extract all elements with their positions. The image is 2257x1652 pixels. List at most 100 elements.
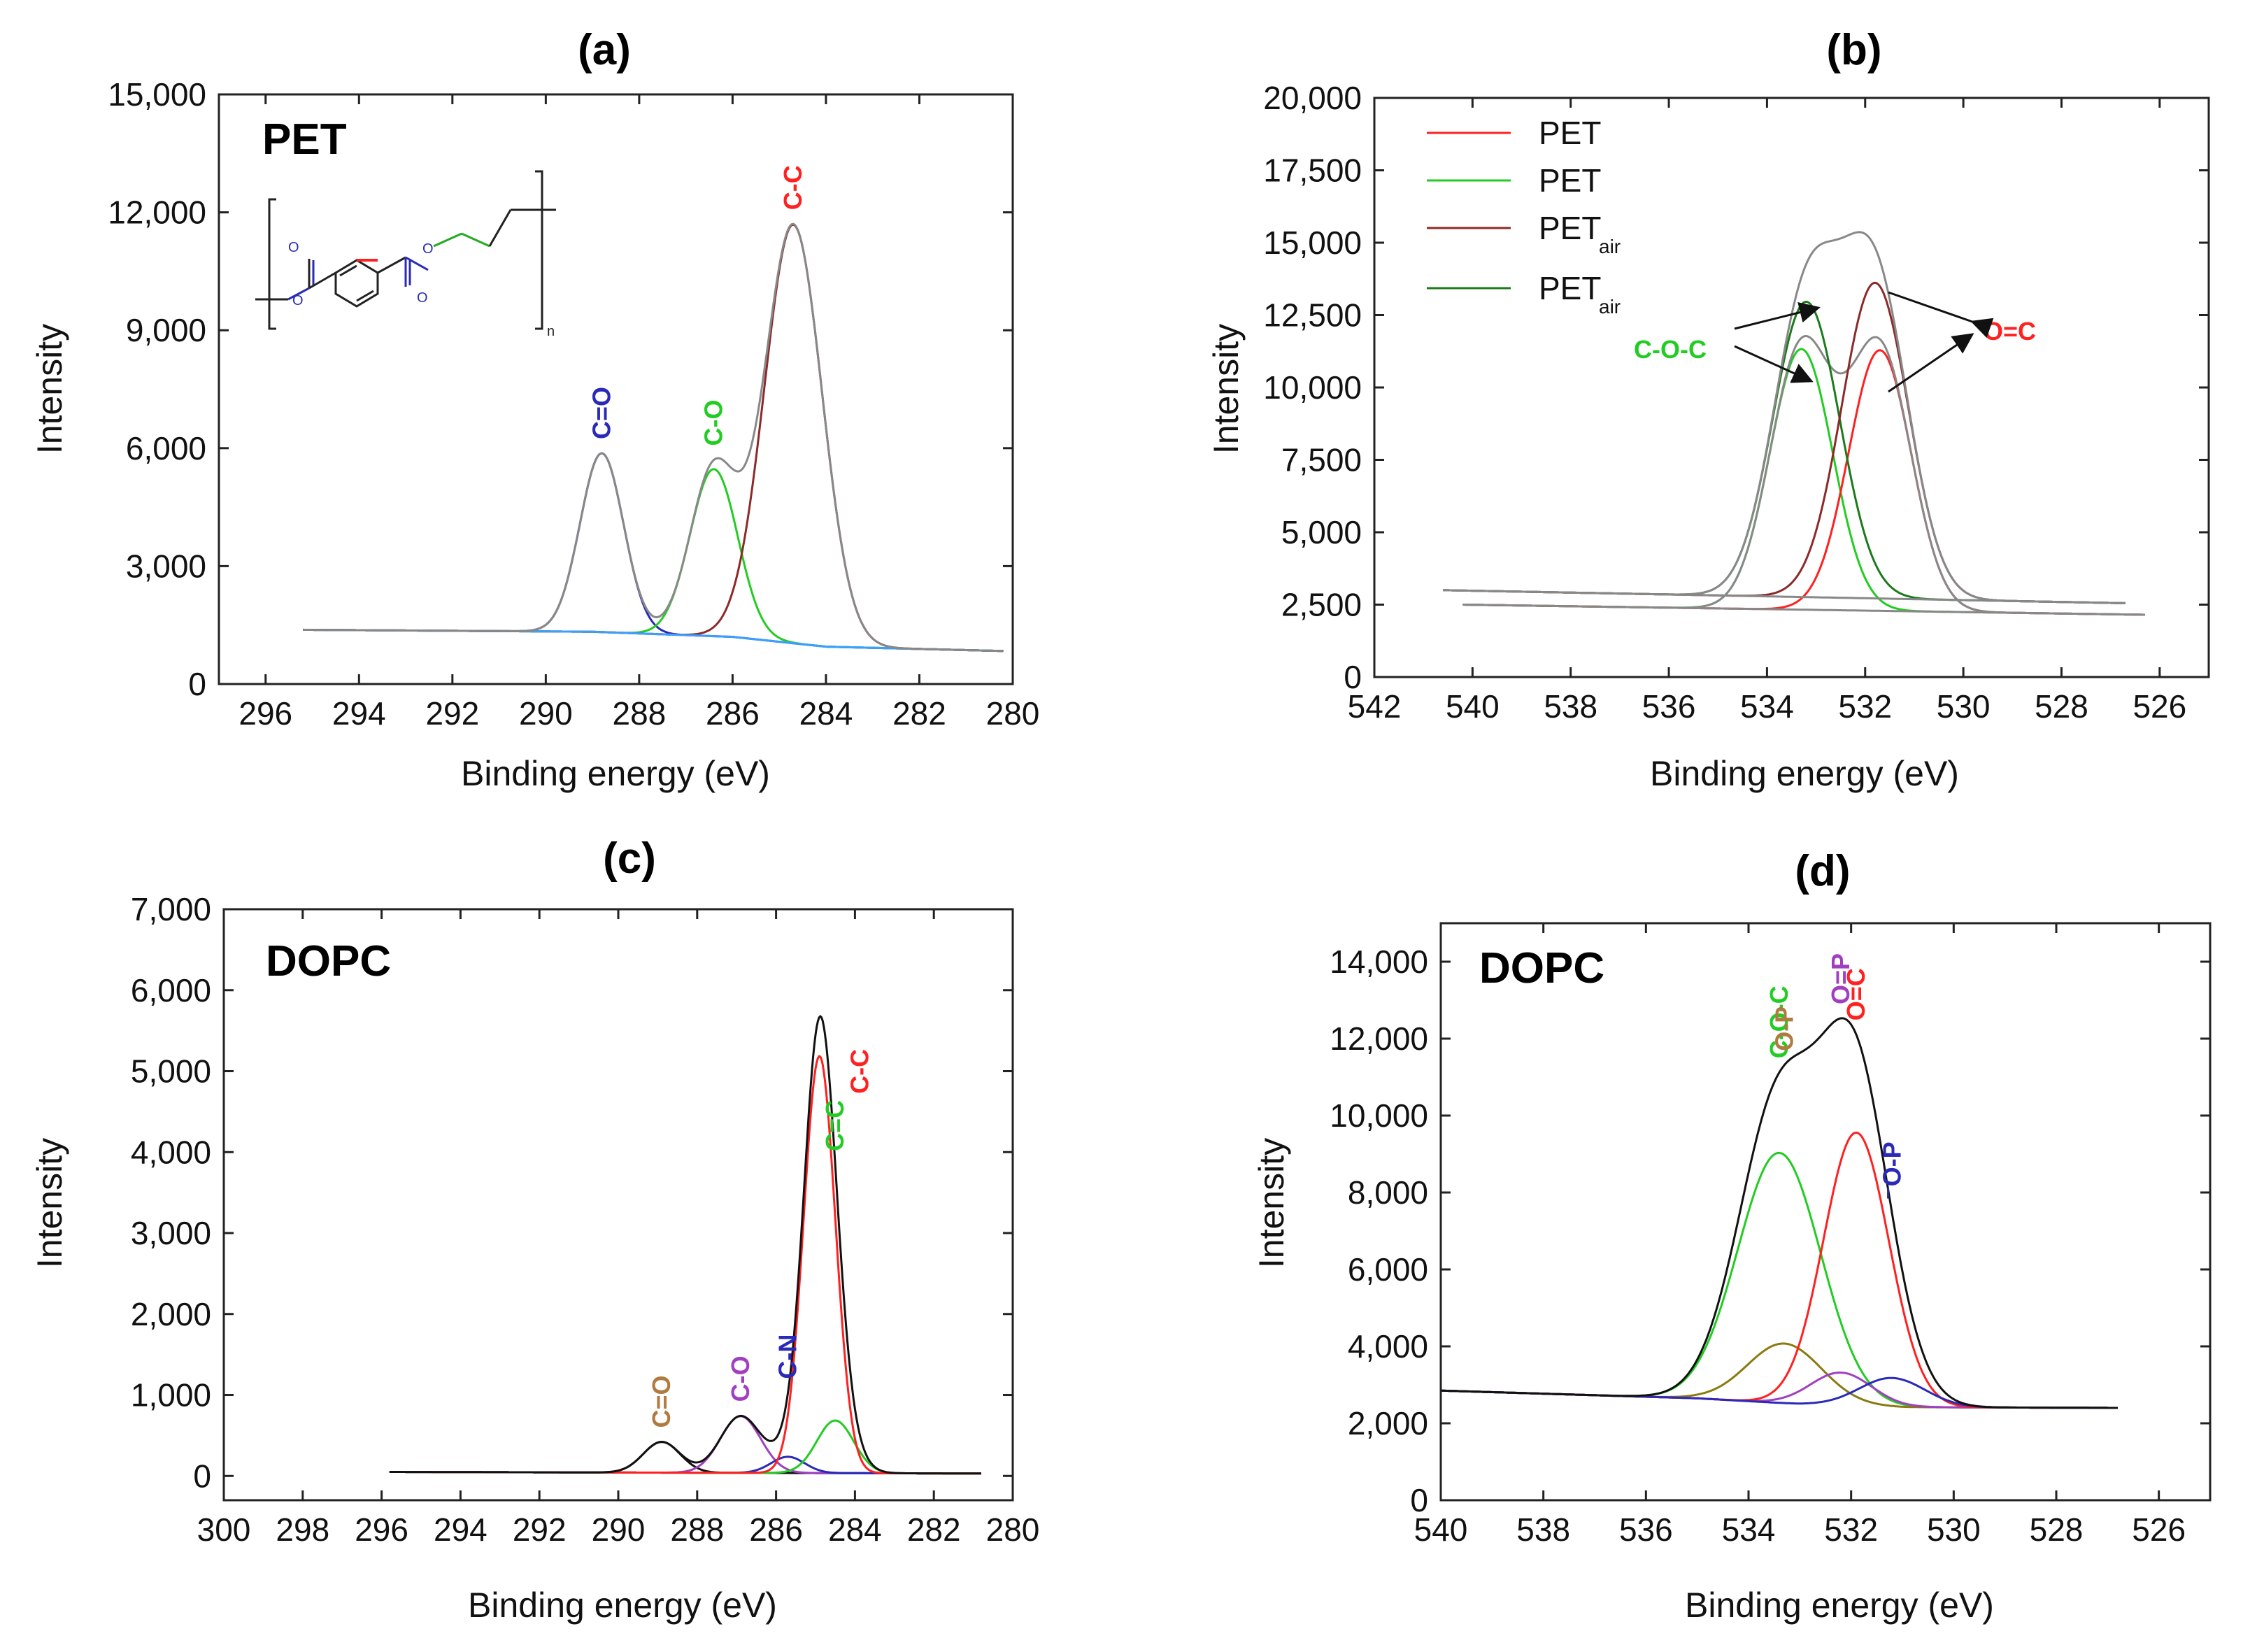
- x-tick-label: 296: [238, 695, 292, 732]
- y-tick-label: 6,000: [126, 430, 206, 467]
- annotation-arrow: [1734, 345, 1814, 383]
- x-tick-label: 292: [425, 695, 479, 732]
- panel-b-yticks: 0 2,500 5,000 7,500 10,000 12,500 15,000 17,500…: [1263, 80, 2209, 695]
- component-cc: [303, 223, 1004, 653]
- y-tick-label: 2,000: [1348, 1405, 1428, 1441]
- panel-b-legend: PET PET PET air PET air: [1427, 115, 1621, 318]
- y-tick-label: 9,000: [126, 312, 206, 348]
- component-oc: [1441, 1131, 2118, 1409]
- svg-text:O: O: [422, 241, 434, 257]
- panel-a-curves: [303, 222, 1004, 653]
- x-tick-label: 300: [197, 1511, 251, 1548]
- y-tick-label: 20,000: [1263, 80, 1362, 116]
- panel-a-xlabel: Binding energy (eV): [461, 754, 770, 793]
- annotation-o-c: O=C: [1984, 317, 2036, 346]
- x-tick-label: 288: [613, 695, 667, 732]
- panel-d: (d) 0 2,000 4,000 6,000 8,000 10,000 12,000 14,…: [1252, 847, 2212, 1625]
- panel-c-sample-label: DOPC: [266, 937, 391, 985]
- panel-d-yticks: 0 2,000 4,000 6,000 8,000 10,000 12,000 14,000: [1330, 944, 2210, 1518]
- panel-b: (b) 0 2,500 5,000 7,500 10,000 12,500 15,000 17…: [1206, 26, 2210, 793]
- x-tick-label: 540: [1414, 1511, 1468, 1548]
- peak-label-oc: O=C: [1842, 968, 1870, 1020]
- y-tick-label: 0: [188, 666, 206, 702]
- annotation-arrow: [1734, 301, 1821, 330]
- panel-d-curves: [1440, 1017, 2118, 1409]
- peak-label-cc: C-C: [778, 165, 807, 210]
- pet-repeat-subscript: n: [547, 324, 555, 339]
- x-tick-label: 538: [1544, 688, 1597, 725]
- y-tick-label: 7,000: [131, 891, 211, 927]
- x-tick-label: 538: [1516, 1511, 1570, 1548]
- panel-c-frame: [222, 908, 1014, 1502]
- panel-b-ylabel: Intensity: [1206, 324, 1246, 454]
- panel-d-title: (d): [1795, 847, 1850, 895]
- panel-c-ylabel: Intensity: [30, 1138, 69, 1268]
- panel-d-ylabel: Intensity: [1252, 1138, 1291, 1268]
- y-tick-label: 17,500: [1263, 152, 1362, 189]
- panel-d-frame: [1439, 922, 2212, 1502]
- panel-b-xticks: 542 540 538 536 534 532 530 528 526: [1348, 98, 2186, 725]
- y-tick-label: 12,000: [1330, 1020, 1428, 1057]
- panel-a-yticks: 0 3,000 6,000 9,000 12,000 15,000: [108, 76, 1013, 702]
- x-tick-label: 532: [1838, 688, 1892, 725]
- component-oc-s0: [1462, 349, 2145, 616]
- pet-structure-diagram: O O O O n: [255, 170, 556, 339]
- y-tick-label: 10,000: [1330, 1097, 1428, 1134]
- y-tick-label: 10,000: [1263, 369, 1362, 406]
- envelope-line: [389, 1015, 981, 1475]
- legend-item-pet-green: PET: [1427, 162, 1601, 199]
- component-co: [303, 452, 1004, 653]
- x-tick-label: 280: [986, 1511, 1040, 1548]
- x-tick-label: 530: [1937, 688, 1991, 725]
- peak-label-cn: C-N: [774, 1334, 802, 1379]
- panel-c: (c) 0 1,000 2,000 3,000 4,000 5,000 6,000 7,000…: [30, 834, 1039, 1625]
- annotation-arrow: [1888, 291, 1994, 339]
- x-tick-label: 294: [332, 695, 386, 732]
- x-tick-label: 290: [519, 695, 573, 732]
- y-tick-label: 4,000: [1348, 1328, 1428, 1365]
- envelope-line-s1: [1443, 231, 2126, 604]
- x-tick-label: 534: [1740, 688, 1794, 725]
- y-tick-label: 3,000: [131, 1215, 211, 1251]
- svg-text:O: O: [288, 240, 299, 255]
- panel-b-annotations: C-O-C O=C: [1634, 291, 2036, 393]
- panel-a-peak-labels: C=O C-O C-C: [588, 165, 808, 446]
- panel-c-title: (c): [603, 834, 656, 883]
- x-tick-label: 298: [276, 1511, 329, 1548]
- panel-a-frame: [218, 93, 1014, 685]
- component-coc: [1440, 1151, 2118, 1409]
- x-tick-label: 536: [1642, 688, 1696, 725]
- x-tick-label: 526: [2132, 1511, 2186, 1548]
- envelope-line: [303, 222, 1004, 653]
- y-tick-label: 0: [1410, 1482, 1428, 1518]
- y-tick-label: 5,000: [131, 1053, 211, 1090]
- legend-item-pet-red: PET: [1427, 115, 1601, 151]
- y-tick-label: 12,500: [1263, 297, 1362, 334]
- legend-label: PET: [1539, 210, 1601, 246]
- y-tick-label: 2,500: [1281, 587, 1362, 623]
- panel-c-xticks: 300 298 296 294 292 290 288 286 284 282 280: [197, 909, 1040, 1548]
- x-tick-label: 296: [355, 1511, 408, 1548]
- peak-label-co: C=O: [647, 1375, 676, 1427]
- panel-a-ylabel: Intensity: [30, 324, 69, 454]
- panel-c-xlabel: Binding energy (eV): [468, 1586, 777, 1625]
- component-cc: [389, 1055, 981, 1475]
- x-tick-label: 290: [592, 1511, 646, 1548]
- y-tick-label: 12,000: [108, 194, 206, 231]
- peak-label-op: O=P: [1826, 953, 1855, 1004]
- x-tick-label: 536: [1619, 1511, 1673, 1548]
- x-tick-label: 530: [1927, 1511, 1981, 1548]
- x-tick-label: 288: [670, 1511, 724, 1548]
- x-tick-label: 528: [2030, 1511, 2084, 1548]
- panel-d-xticks: 540 538 536 534 532 530 528 526: [1414, 923, 2186, 1548]
- x-tick-label: 282: [907, 1511, 961, 1548]
- panel-c-yticks: 0 1,000 2,000 3,000 4,000 5,000 6,000 7,000: [131, 891, 1013, 1494]
- x-tick-label: 532: [1824, 1511, 1878, 1548]
- peak-label-co: C=O: [588, 387, 616, 439]
- panel-d-xlabel: Binding energy (eV): [1685, 1586, 1994, 1625]
- envelope-line: [1440, 1017, 2118, 1409]
- component-coc-s0: [1462, 348, 2145, 616]
- legend-label: PET: [1539, 115, 1601, 151]
- y-tick-label: 14,000: [1330, 944, 1428, 980]
